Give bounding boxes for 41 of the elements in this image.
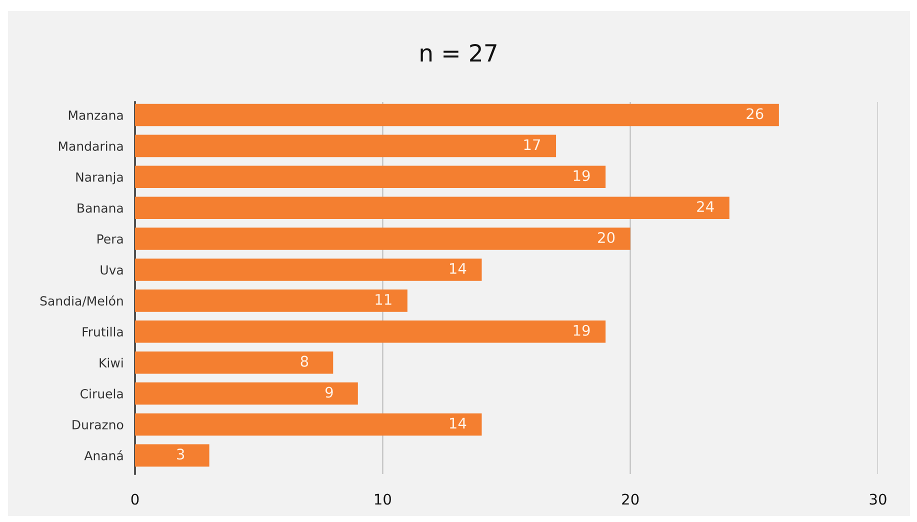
bar [135, 196, 730, 219]
bar [135, 104, 779, 126]
bar [135, 228, 630, 250]
data-label: 19 [574, 324, 590, 336]
data-label: 19 [574, 170, 590, 182]
y-tick-label: Sandia/Melón [40, 295, 123, 307]
bar [135, 444, 210, 467]
data-label: 24 [697, 201, 714, 212]
x-tick-label: 30 [870, 494, 886, 505]
data-label: 3 [177, 448, 184, 460]
y-tick-label: Durazno [72, 420, 124, 430]
y-tick-label: Pera [98, 234, 123, 244]
data-label: 26 [746, 108, 764, 120]
bar [135, 320, 606, 343]
y-tick-label: Manzana [68, 110, 123, 120]
bar [135, 413, 482, 436]
data-label: 14 [450, 263, 466, 274]
bar [135, 134, 556, 158]
data-label: 11 [376, 294, 392, 305]
chart-title: n = 27 [420, 44, 496, 62]
y-tick-label: Kiwi [100, 358, 123, 368]
y-tick-label: Naranja [76, 172, 123, 184]
bar [135, 290, 408, 312]
x-tick-label: 10 [374, 494, 391, 505]
bar [135, 382, 358, 405]
data-label: 14 [450, 418, 466, 429]
bar [135, 258, 482, 281]
x-tick-label: 0 [131, 494, 139, 505]
bar [135, 351, 334, 374]
data-label: 9 [325, 386, 333, 398]
data-label: 8 [300, 356, 308, 367]
data-label: 17 [524, 139, 540, 150]
y-tick-label: Banana [78, 203, 123, 213]
x-tick-label: 20 [622, 494, 639, 505]
bar [135, 166, 606, 188]
y-tick-label: Ciruela [80, 388, 123, 398]
y-tick-label: Mandarina [58, 141, 123, 151]
y-tick-label: Ananá [84, 450, 123, 460]
y-tick-label: Uva [100, 265, 123, 275]
data-label: 20 [598, 232, 615, 244]
y-tick-label: Frutilla [82, 326, 123, 337]
